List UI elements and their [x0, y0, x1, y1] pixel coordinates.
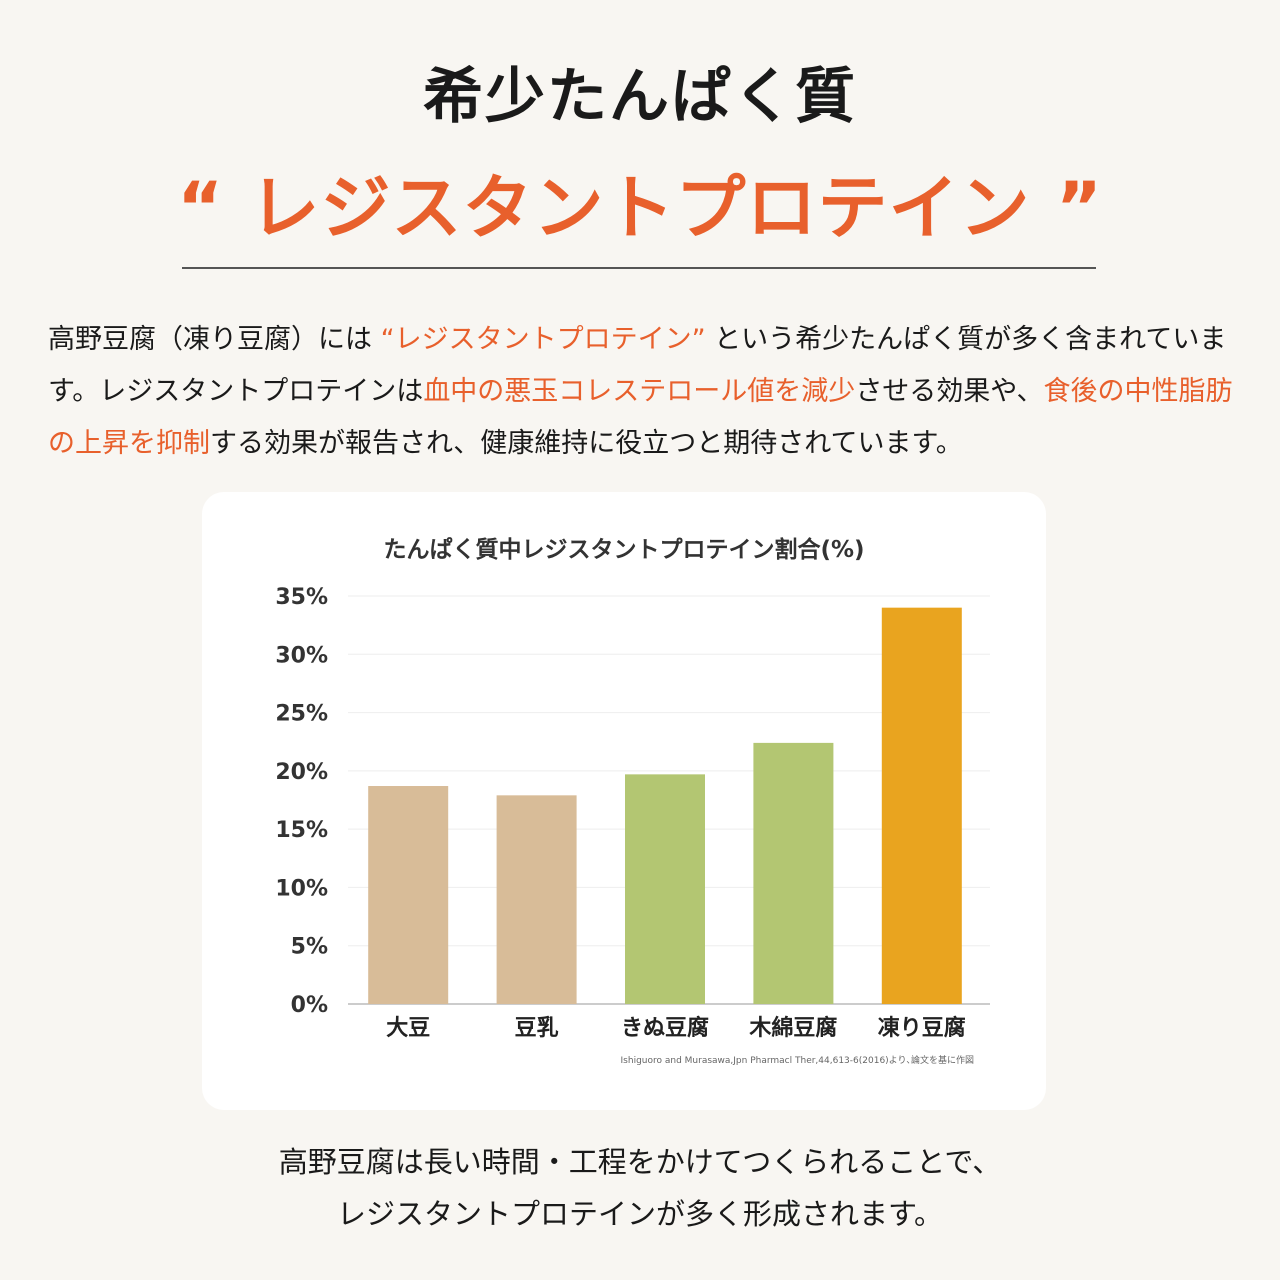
highlight-segment: 血中の悪玉コレステロール値を減少 — [423, 376, 856, 407]
chart-source: Ishiguoro and Murasawa,Jpn Pharmacl Ther… — [620, 1056, 974, 1066]
bar-1 — [368, 786, 449, 1004]
description-paragraph: 高野豆腐（凍り豆腐）には “レジスタントプロテイン” という希少たんぱく質が多く… — [48, 314, 1248, 470]
footer-line-2: レジスタントプロテインが多く形成されます。 — [336, 1197, 944, 1231]
main-title: 希少たんぱく質 — [423, 62, 857, 132]
text-segment: という希少たんぱく質が多く含まれています。レジスタントプロテインは — [48, 324, 1227, 407]
highlight-segment: “レジスタントプロテイン” — [380, 324, 706, 355]
chart-title: たんぱく質中レジスタントプロテイン割合(%) — [383, 537, 865, 563]
x-category-label: 木綿豆腐 — [748, 1015, 837, 1041]
main-subtitle: “ レジスタントプロテイン ” — [177, 167, 1103, 249]
text-segment: 高野豆腐（凍り豆腐）には — [48, 324, 381, 355]
text-segment: させる効果や、 — [855, 376, 1044, 407]
divider — [182, 267, 1096, 269]
x-category-label: きぬ豆腐 — [621, 1015, 709, 1041]
bar-5 — [881, 607, 962, 1004]
bar-4 — [753, 742, 834, 1004]
y-tick-label: 5% — [291, 935, 328, 960]
y-tick-label: 0% — [291, 993, 328, 1018]
y-tick-label: 35% — [275, 585, 328, 610]
y-tick-label: 20% — [275, 760, 328, 785]
y-tick-label: 15% — [275, 818, 328, 843]
bar-2 — [496, 795, 577, 1004]
x-category-label: 凍り豆腐 — [878, 1015, 966, 1041]
footer-line-1: 高野豆腐は長い時間・工程をかけてつくられることで、 — [278, 1145, 1002, 1179]
y-tick-label: 30% — [275, 643, 328, 668]
text-segment: する効果が報告され、健康維持に役立つと期待されています。 — [210, 428, 963, 459]
x-category-label: 豆乳 — [515, 1015, 559, 1041]
x-category-label: 大豆 — [386, 1016, 430, 1041]
y-tick-label: 10% — [275, 876, 328, 901]
y-tick-label: 25% — [275, 702, 328, 727]
highlight-segment: 食後の中性脂肪の上昇を抑制 — [48, 376, 1233, 459]
footer-text: 高野豆腐は長い時間・工程をかけてつくられることで、 レジスタントプロテインが多く… — [0, 1136, 1280, 1240]
bar-3 — [625, 774, 705, 1004]
